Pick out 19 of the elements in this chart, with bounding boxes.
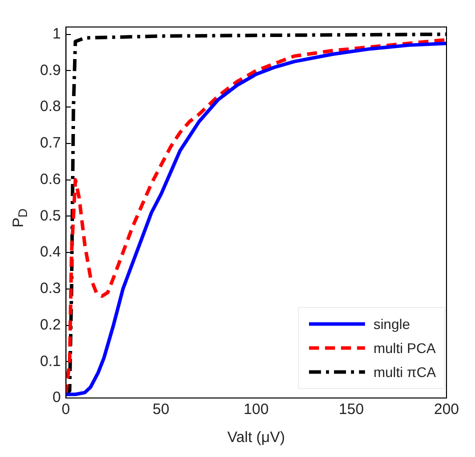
y-tick-label: 0.1 [40,352,61,370]
y-tick-label: 0.4 [40,244,61,261]
y-tick-label: 0.5 [40,207,61,224]
y-tick-label: 0.6 [40,170,61,188]
legend-label: multi PCA [373,340,436,356]
x-tick-label: 50 [152,401,170,418]
legend-label: multi πCA [373,364,436,380]
x-tick-label: 100 [244,401,269,418]
y-tick-label: 0.2 [40,316,61,334]
y-tick-label: 0.3 [40,280,61,298]
y-tick-label: 1 [52,25,61,42]
y-tick-label: 0 [52,389,61,406]
y-tick-label: 0.9 [40,62,61,79]
x-tick-label: 150 [338,401,364,418]
y-tick-label: 0.8 [40,98,61,116]
legend-label: single [373,316,410,332]
y-tick-label: 0.7 [40,134,61,152]
x-axis-title: Valt (μV) [227,429,285,446]
x-tick-label: 200 [434,401,459,418]
